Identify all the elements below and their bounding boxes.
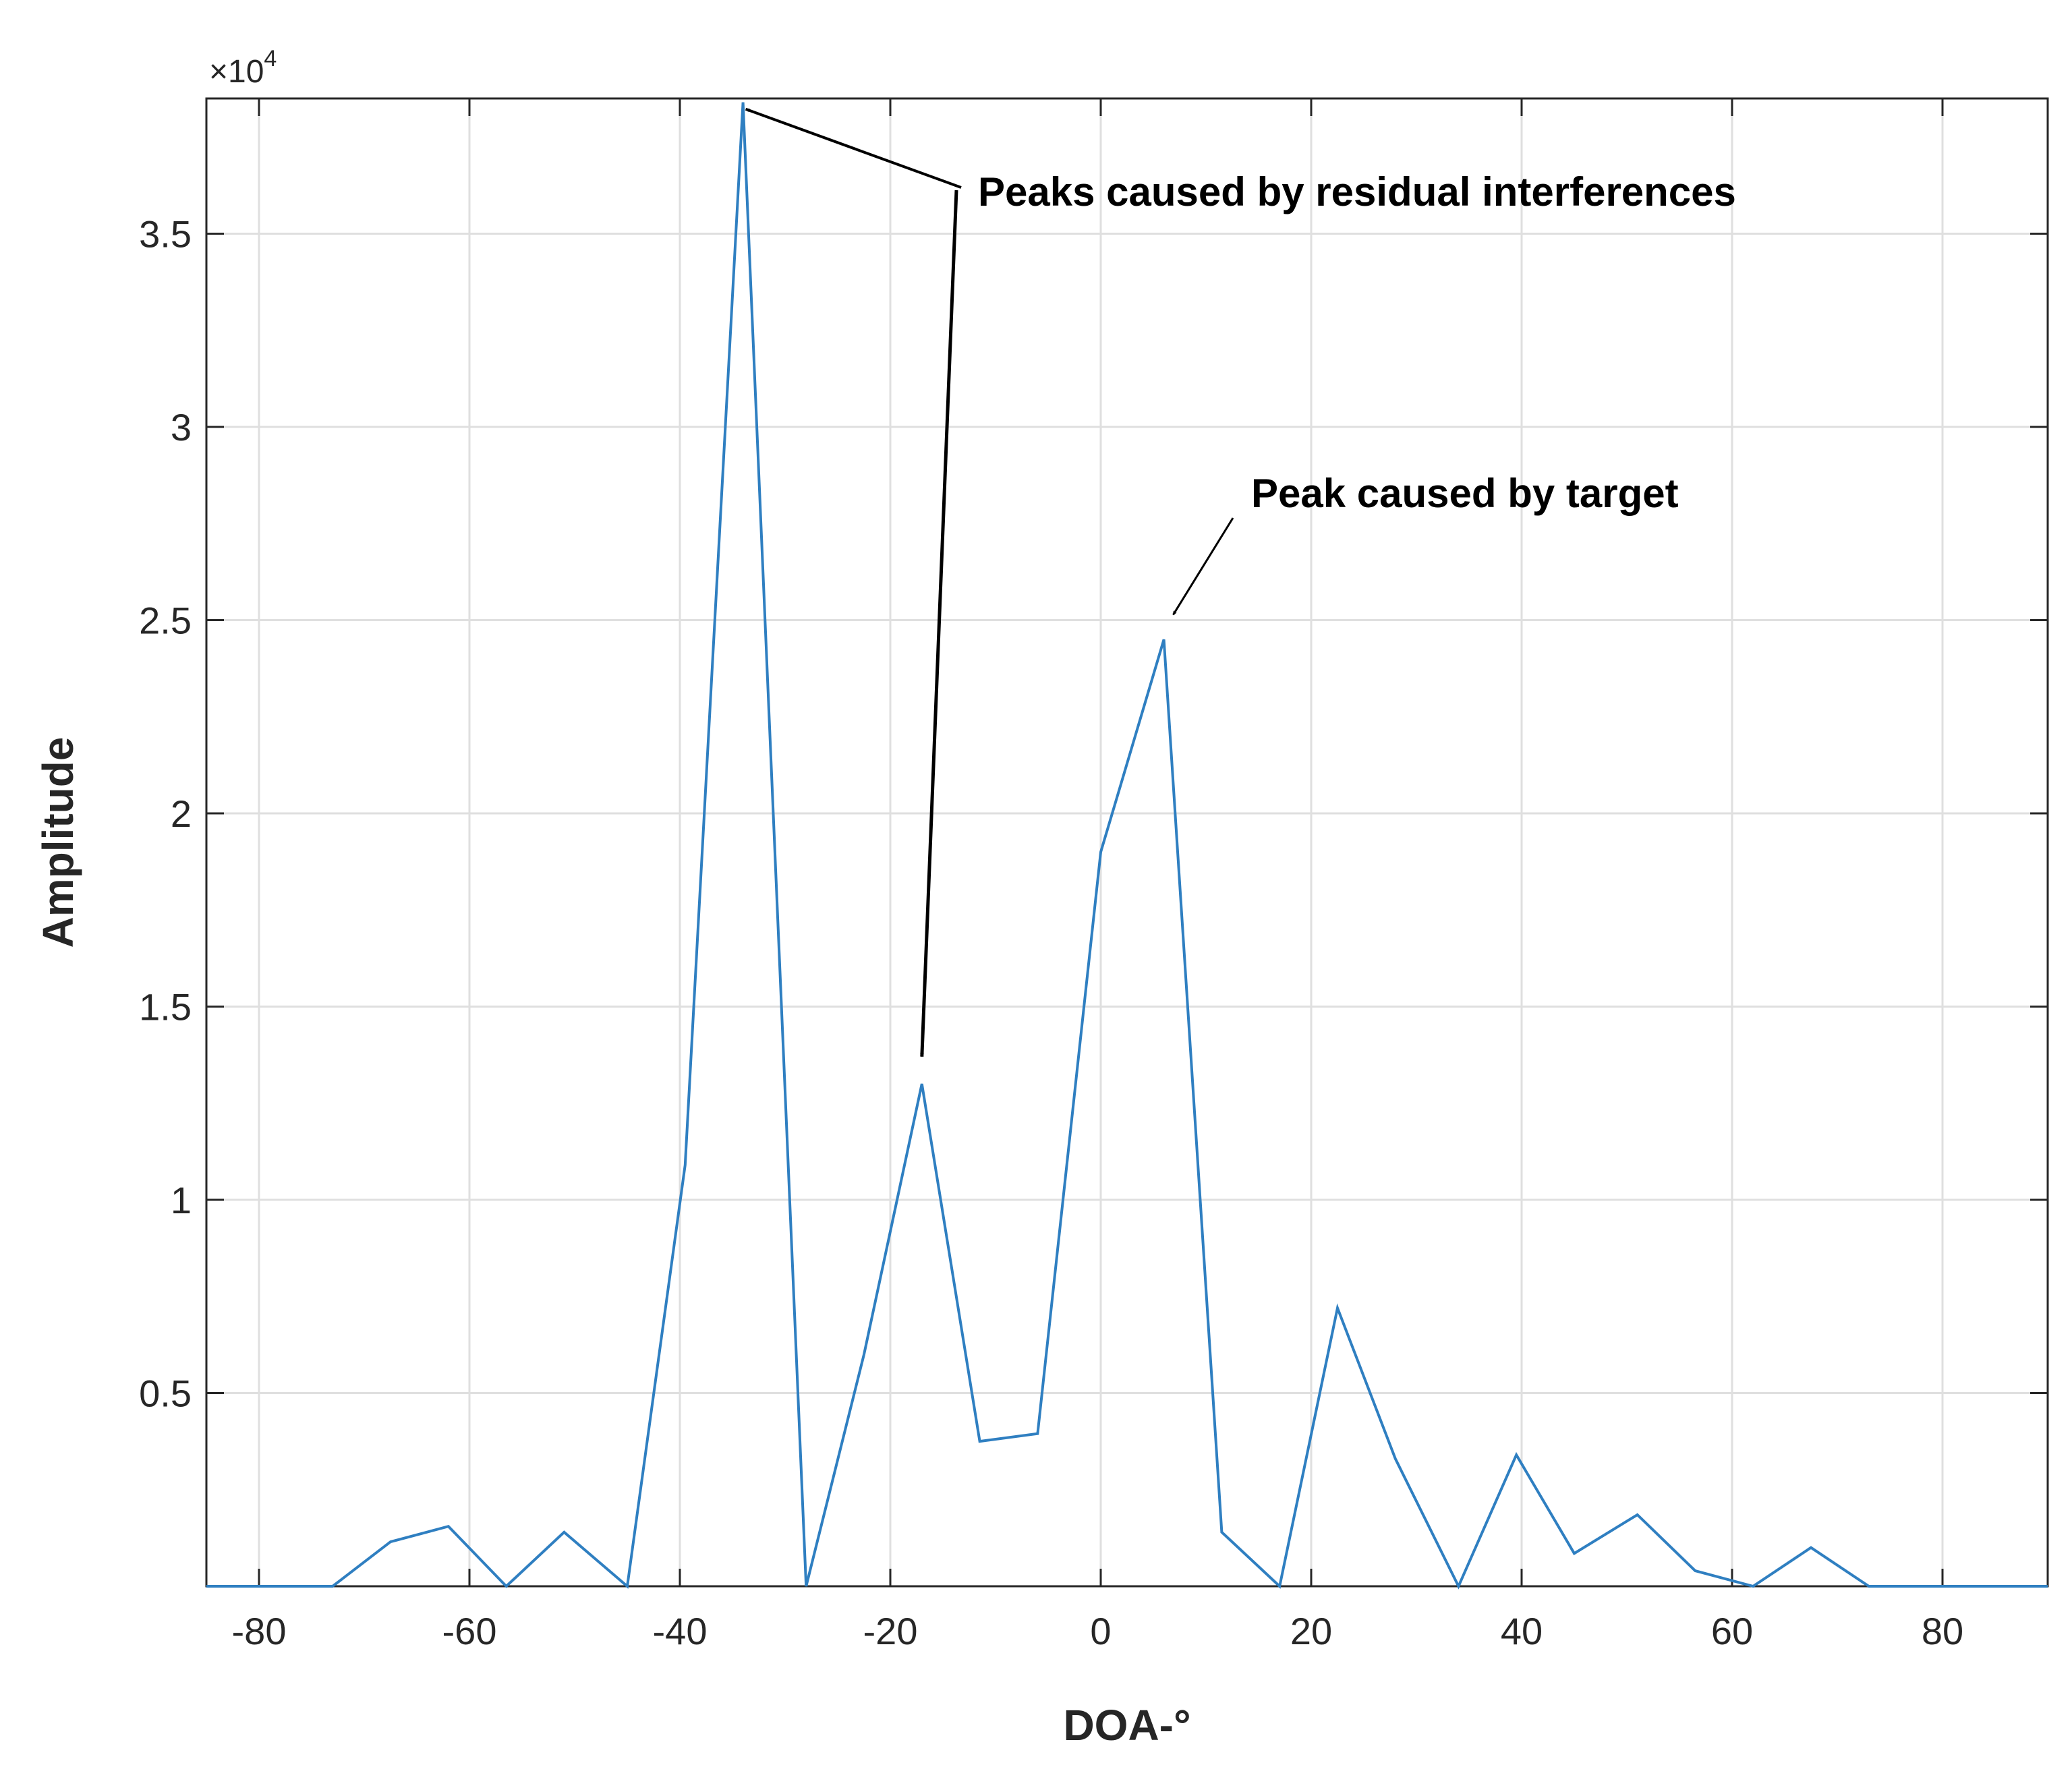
y-axis-title: Amplitude xyxy=(34,737,82,948)
y-tick-label: 1 xyxy=(171,1179,192,1221)
x-tick-label: -40 xyxy=(653,1610,708,1652)
x-tick-label: -60 xyxy=(442,1610,497,1652)
grid-lines xyxy=(206,98,2048,1586)
x-axis-title: DOA-° xyxy=(1063,1701,1190,1749)
y-tick-label: 3.5 xyxy=(139,213,192,256)
x-tick-label: -80 xyxy=(232,1610,287,1652)
annotation-arrow-interference-1 xyxy=(745,107,962,189)
y-tick-label: 0.5 xyxy=(139,1372,192,1415)
x-tick-label: 60 xyxy=(1711,1610,1753,1652)
plot-area xyxy=(205,97,2049,1588)
x-tick-label: -20 xyxy=(863,1610,918,1652)
y-exponent-label: ×104 xyxy=(209,46,277,90)
x-tick-label: 80 xyxy=(1922,1610,1963,1652)
series-layer xyxy=(206,102,2048,1590)
x-tick-label: 20 xyxy=(1290,1610,1332,1652)
annotation-target-label: Peak caused by target xyxy=(1251,471,1679,516)
y-tick-label: 2 xyxy=(171,792,192,835)
annotations: Peaks caused by residual interferences Pe… xyxy=(745,107,1736,1058)
annotation-arrow-interference-2 xyxy=(920,190,958,1058)
x-tick-label: 0 xyxy=(1090,1610,1111,1652)
y-tick-label: 3 xyxy=(171,406,192,448)
y-tick-label: 2.5 xyxy=(139,600,192,642)
axis-ticks: -80 -60 -40 -20 0 20 40 60 80 0.5 1 1.5 2 2.5 3 3.5 xyxy=(139,98,2048,1652)
x-tick-label: 40 xyxy=(1501,1610,1543,1652)
y-tick-label: 1.5 xyxy=(139,986,192,1029)
annotation-arrow-target xyxy=(1172,517,1234,616)
series-line-spectrum xyxy=(206,102,2048,1590)
annotation-interference-label: Peaks caused by residual interferences xyxy=(978,169,1736,214)
